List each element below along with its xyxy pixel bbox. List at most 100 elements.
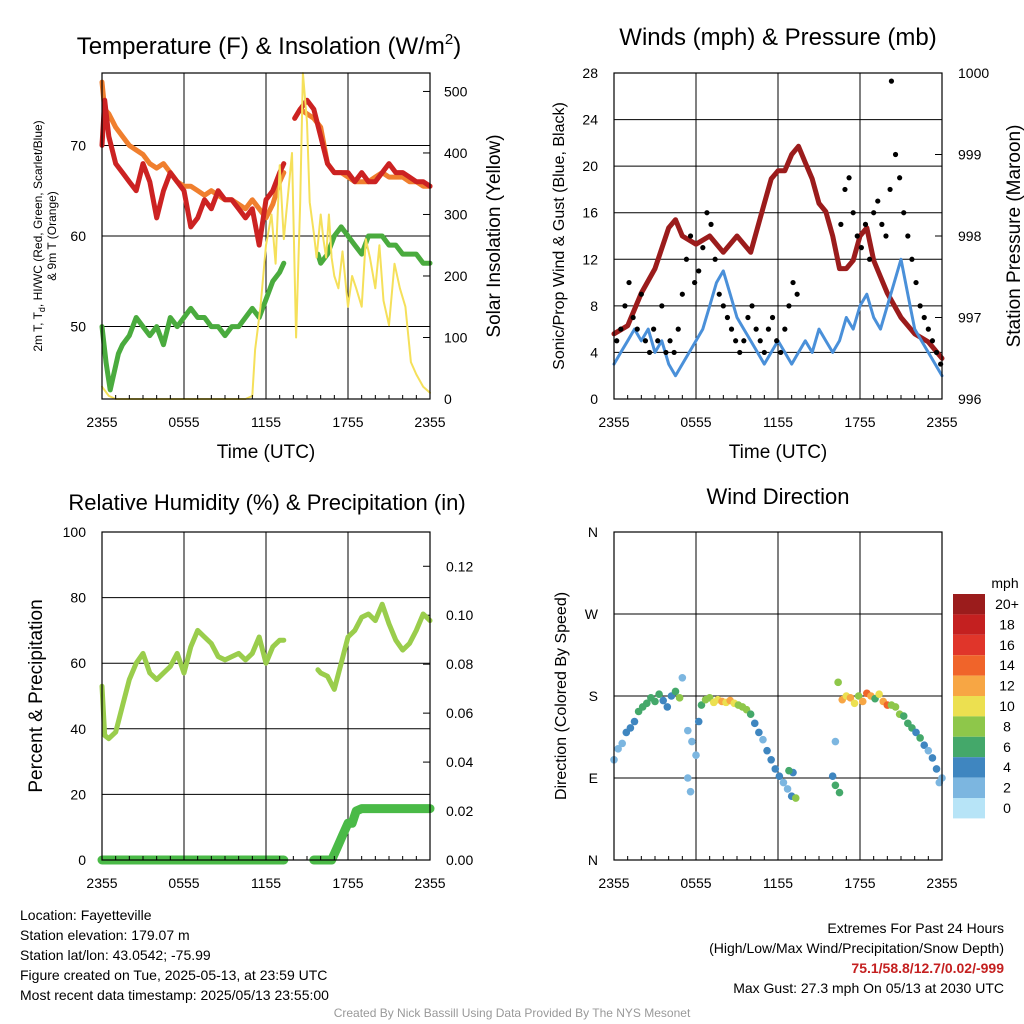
y-tick-label-right: 0.06 — [446, 705, 473, 721]
legend-swatch — [953, 655, 985, 676]
gust-point — [888, 78, 895, 84]
extremes-panel: Extremes For Past 24 Hours (High/Low/Max… — [709, 918, 1004, 998]
gust-point — [728, 326, 735, 332]
gust-point — [741, 338, 747, 344]
y-tick-label-right: 0.10 — [446, 607, 473, 623]
gust-point — [667, 338, 673, 344]
gust-point — [704, 210, 710, 216]
wind-direction-point — [920, 741, 929, 749]
gust-point — [901, 210, 907, 216]
wind-direction-point — [684, 726, 692, 735]
wind-direction-point — [899, 712, 908, 720]
gust-point — [618, 326, 624, 332]
gust-point — [842, 186, 848, 193]
wind-direction-point — [791, 794, 800, 802]
wind-direction-point — [618, 739, 626, 748]
y-tick-label-left: W — [585, 606, 599, 622]
wind-direction-point — [659, 696, 667, 705]
gust-point — [663, 349, 669, 356]
wind-direction-point — [785, 766, 793, 775]
x-tick-label: 1755 — [844, 875, 875, 891]
gust-point — [913, 279, 919, 286]
created-text: Figure created on Tue, 2025-05-13, at 23… — [20, 967, 328, 983]
gust-point — [655, 338, 661, 344]
wind-direction-point — [675, 694, 684, 702]
chart-title: Relative Humidity (%) & Precipitation (i… — [68, 490, 465, 515]
x-axis-label: Time (UTC) — [217, 442, 316, 463]
series-line-td — [99, 224, 433, 393]
y-tick-label-left: 20 — [70, 786, 86, 802]
y-tick-label-right: 200 — [444, 268, 468, 284]
y-tick-label-left: 20 — [582, 158, 598, 174]
gust-point — [659, 303, 665, 309]
y-axis-label-left: Percent & Precipitation — [26, 599, 47, 792]
gust-point — [854, 233, 860, 239]
wind-direction-point — [831, 737, 840, 746]
gust-point — [794, 291, 800, 297]
wind-direction-point — [912, 728, 920, 737]
gust-point — [782, 326, 788, 332]
wind-direction-point — [755, 728, 763, 737]
gust-point — [933, 349, 940, 356]
legend-label: 6 — [1003, 739, 1011, 755]
y-axis-label-left: Direction (Colored By Speed) — [553, 592, 570, 800]
y-tick-label-left: 12 — [582, 251, 598, 267]
chart-title: Temperature (F) & Insolation (W/m2) — [77, 31, 461, 60]
gust-point — [696, 268, 702, 274]
wind-direction-point — [694, 717, 703, 726]
wind-direction-point — [686, 787, 695, 796]
wind-direction-point — [783, 785, 792, 793]
gust-point — [769, 314, 776, 321]
legend-label: 18 — [999, 616, 1015, 632]
x-tick-label: 2355 — [598, 414, 629, 430]
gust-point — [687, 233, 694, 239]
legend-swatch — [953, 757, 985, 778]
legend-label: 12 — [999, 678, 1015, 694]
gust-point — [683, 256, 690, 262]
legend-swatch — [953, 594, 985, 615]
wind-direction-point — [746, 710, 755, 719]
gust-point — [757, 338, 763, 344]
wind-direction-point — [643, 699, 651, 708]
legend-label: 20+ — [995, 596, 1019, 612]
series-line-2m-t — [99, 97, 433, 248]
y-tick-label-left: N — [588, 852, 598, 868]
wind-direction-point — [854, 692, 863, 700]
gust-point — [737, 349, 743, 356]
x-tick-label: 2355 — [86, 875, 117, 891]
x-tick-label: 1155 — [251, 414, 281, 430]
y-tick-label-right: 0.08 — [446, 656, 473, 672]
y-axis-label-right: Station Pressure (Maroon) — [1004, 125, 1024, 348]
title-part: Temperature (F) & Insolation (W/m — [77, 33, 445, 60]
gust-point — [679, 291, 685, 297]
gust-point — [883, 233, 889, 239]
y-tick-label-left: 0 — [590, 391, 598, 407]
gust-point — [671, 349, 677, 356]
y-tick-label-left: 16 — [582, 205, 598, 221]
y-tick-label-right: 996 — [958, 391, 982, 407]
gust-point — [720, 303, 726, 309]
panel-humidity — [183, 532, 349, 860]
y-tick-label-right: 0.00 — [446, 852, 473, 868]
max-gust-text: Max Gust: 27.3 mph On 05/13 at 2030 UTC — [733, 980, 1004, 996]
gust-point — [622, 303, 628, 309]
x-tick-label: 2355 — [86, 414, 117, 430]
latlon-text: Station lat/lon: 43.0542; -75.99 — [20, 947, 211, 963]
legend-swatch — [953, 634, 985, 656]
label-part: 2m T, T — [31, 311, 45, 351]
wind-direction-point — [671, 687, 680, 696]
gust-point — [733, 338, 739, 344]
wind-direction-point — [697, 701, 706, 709]
x-tick-label: 0555 — [168, 875, 199, 891]
gust-point — [753, 326, 759, 332]
x-tick-label: 1755 — [844, 414, 875, 430]
station-info: Location: Fayetteville Station elevation… — [20, 905, 329, 1005]
y-tick-label-left: 28 — [582, 65, 598, 81]
gust-point — [646, 349, 653, 356]
gust-point — [875, 198, 881, 204]
gust-point — [858, 245, 864, 251]
y-tick-label-right: 0 — [444, 391, 452, 407]
y-tick-label-right: 400 — [444, 145, 468, 161]
y-tick-label-left: 60 — [70, 228, 86, 244]
